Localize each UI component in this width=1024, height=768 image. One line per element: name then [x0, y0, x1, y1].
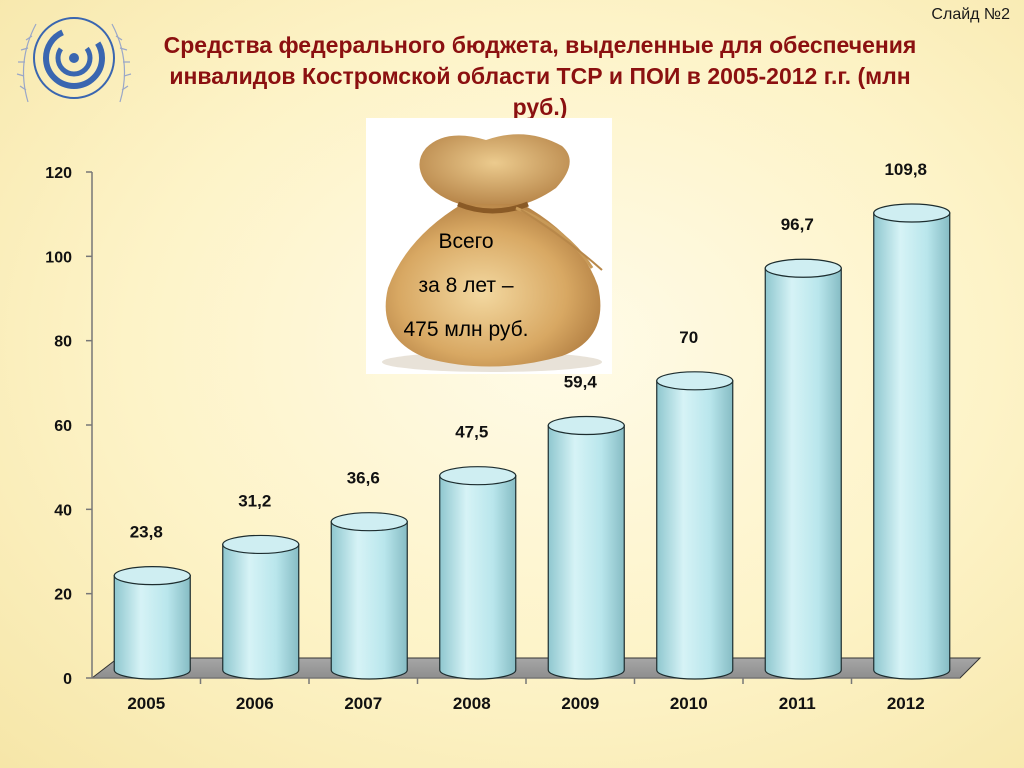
bar-2009: [547, 424, 625, 680]
x-tick-label-2005: 2005: [127, 694, 165, 713]
callout-line-3: 475 млн руб.: [403, 318, 529, 341]
y-tick-label: 120: [45, 165, 72, 182]
money-bag-image: [366, 118, 612, 374]
x-tick-label-2009: 2009: [561, 694, 599, 713]
x-tick-label-2010: 2010: [670, 694, 708, 713]
x-tick-label-2007: 2007: [344, 694, 382, 713]
bar-top-2005: [113, 566, 191, 586]
fss-logo: [16, 17, 132, 103]
bar-2007: [330, 521, 408, 680]
bar-top-2009: [547, 415, 625, 436]
callout-line-1: Всего: [438, 230, 494, 253]
x-tick-label-2008: 2008: [453, 694, 491, 713]
slide-number: Слайд №2: [931, 6, 1010, 23]
bar-top-2006: [222, 534, 300, 555]
value-label-2007: 36,6: [347, 469, 380, 488]
value-label-2009: 59,4: [564, 373, 598, 392]
x-tick-label-2011: 2011: [779, 694, 816, 713]
bar-top-2008: [439, 466, 517, 486]
value-label-2011: 96,7: [781, 215, 814, 234]
x-tick-label-2006: 2006: [236, 694, 274, 713]
chart-title: Средства федерального бюджета, выделенны…: [163, 32, 917, 120]
bar-2012: [873, 212, 951, 680]
value-label-2005: 23,8: [130, 523, 163, 542]
y-tick-label: 100: [45, 249, 72, 266]
bar-2005: [113, 575, 191, 680]
x-tick-label-2012: 2012: [887, 694, 925, 713]
bar-2006: [222, 543, 300, 680]
callout-line-2: за 8 лет –: [418, 274, 514, 297]
y-tick-label: 0: [63, 671, 72, 688]
y-tick-label: 20: [54, 587, 72, 604]
y-tick-label: 60: [54, 418, 72, 435]
value-label-2012: 109,8: [884, 160, 927, 179]
value-label-2006: 31,2: [238, 491, 271, 510]
total-callout: Всего за 8 лет – 475 млн руб.: [366, 220, 566, 352]
bar-2010: [656, 380, 734, 680]
bar-2011: [764, 267, 842, 680]
y-tick-label: 40: [54, 502, 72, 519]
money-bag-icon: [382, 134, 603, 372]
value-label-2010: 70: [679, 328, 698, 347]
bar-top-2010: [656, 371, 734, 391]
bar-2008: [439, 475, 517, 680]
bar-top-2012: [873, 203, 951, 223]
y-tick-label: 80: [54, 334, 72, 351]
bar-top-2007: [330, 512, 408, 532]
value-label-2008: 47,5: [455, 423, 488, 442]
bar-top-2011: [764, 258, 842, 278]
